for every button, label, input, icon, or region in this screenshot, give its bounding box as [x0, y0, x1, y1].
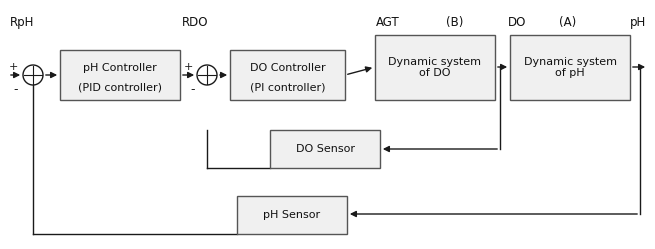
Bar — [230, 50, 345, 100]
Text: DO: DO — [508, 16, 526, 29]
Text: DO Sensor: DO Sensor — [295, 144, 354, 154]
Circle shape — [197, 65, 217, 85]
Text: (B): (B) — [446, 16, 464, 29]
Text: -: - — [191, 83, 195, 97]
Text: RpH: RpH — [10, 16, 34, 29]
Text: (PID controller): (PID controller) — [78, 82, 162, 92]
Text: pH: pH — [630, 16, 646, 29]
Text: DO Controller: DO Controller — [250, 63, 326, 73]
Text: pH Controller: pH Controller — [83, 63, 157, 73]
Text: Dynamic system
of DO: Dynamic system of DO — [388, 57, 481, 78]
Text: (PI controller): (PI controller) — [250, 82, 326, 92]
Bar — [510, 35, 630, 100]
Text: RDO: RDO — [181, 16, 208, 29]
Text: Dynamic system
of pH: Dynamic system of pH — [523, 57, 616, 78]
Text: +: + — [9, 62, 18, 72]
Text: AGT: AGT — [376, 16, 400, 29]
Bar — [237, 196, 347, 234]
Bar — [375, 35, 495, 100]
Text: pH Sensor: pH Sensor — [263, 210, 320, 220]
Bar — [60, 50, 180, 100]
Bar — [270, 130, 380, 168]
Text: -: - — [14, 83, 18, 97]
Circle shape — [23, 65, 43, 85]
Text: (A): (A) — [559, 16, 576, 29]
Text: +: + — [183, 62, 193, 72]
